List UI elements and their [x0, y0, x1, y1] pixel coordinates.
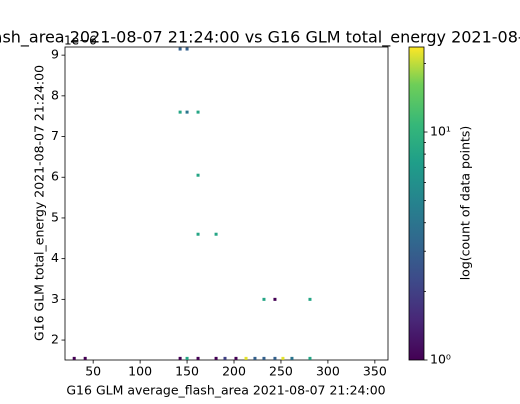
heatmap-cell [262, 297, 266, 301]
heatmap-cell [308, 297, 312, 301]
colorbar [408, 46, 425, 361]
heatmap-cell [196, 356, 200, 360]
x-tick-label: 100 [128, 364, 152, 379]
x-tick-label: 350 [363, 364, 387, 379]
heatmap-cell [196, 173, 200, 177]
heatmap-cell [83, 356, 87, 360]
heatmap-cell [196, 110, 200, 114]
x-tick-label: 300 [316, 364, 340, 379]
heatmap-cell [196, 232, 200, 236]
heatmap-cell [253, 356, 257, 360]
heatmap-cell [273, 297, 277, 301]
plot-frame [64, 46, 389, 361]
chart-title: G16 GLM average_flash_area 2021-08-07 21… [0, 28, 520, 48]
heatmap-cell [214, 232, 218, 236]
y-tick-label: 4 [51, 250, 59, 265]
y-tick-label: 7 [51, 128, 59, 143]
y-axis-label: G16 GLM total_energy 2021-08-07 21:24:00 [32, 65, 47, 341]
heatmap-cell [262, 356, 266, 360]
x-tick-label: 150 [175, 364, 199, 379]
heatmap-cell [178, 47, 182, 51]
y-offset-label: 1e−6 [64, 34, 97, 48]
colorbar-tick-label: 10¹ [430, 124, 451, 139]
x-axis-label: G16 GLM average_flash_area 2021-08-07 21… [66, 383, 385, 398]
y-tick-label: 8 [51, 87, 59, 102]
heatmap-cell [308, 356, 312, 360]
x-tick-label: 50 [85, 364, 101, 379]
heatmap-cell [244, 356, 248, 360]
heatmap-cell [72, 356, 76, 360]
heatmap-cell [223, 356, 227, 360]
y-tick-label: 9 [51, 47, 59, 62]
x-tick-label: 200 [222, 364, 246, 379]
y-tick-label: 5 [51, 209, 59, 224]
y-tick-label: 2 [51, 332, 59, 347]
heatmap-cell [178, 110, 182, 114]
colorbar-label: log(count of data points) [458, 126, 473, 281]
heatmap-cell [185, 47, 189, 51]
heatmap-cell [234, 356, 238, 360]
x-tick-label: 250 [269, 364, 293, 379]
heatmap-cell [214, 356, 218, 360]
heatmap-cell [281, 356, 285, 360]
colorbar-tick-label: 10⁰ [430, 352, 451, 367]
y-tick-label: 6 [51, 169, 59, 184]
heatmap-cell [290, 356, 294, 360]
heatmap-cell [178, 356, 182, 360]
heatmap-cell [273, 356, 277, 360]
y-tick-label: 3 [51, 291, 59, 306]
heatmap-cell [185, 356, 189, 360]
heatmap-cell [185, 110, 189, 114]
